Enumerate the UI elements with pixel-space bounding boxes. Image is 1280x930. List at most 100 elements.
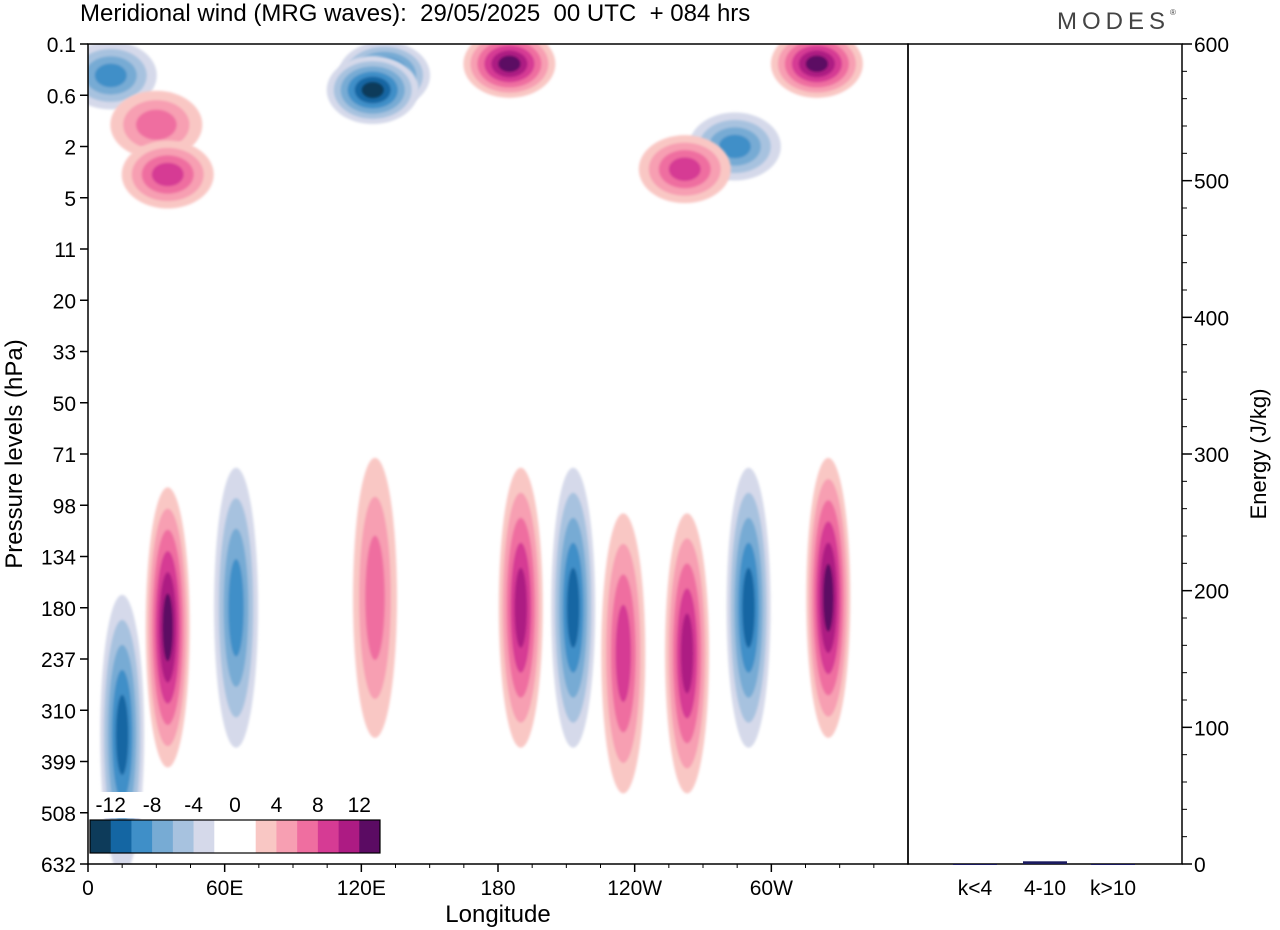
anomaly-contour bbox=[742, 567, 755, 648]
anomaly-contour bbox=[822, 563, 834, 632]
wave-anomaly bbox=[601, 513, 646, 794]
y-tick-label: 0.6 bbox=[47, 85, 76, 108]
y-tick-label: 11 bbox=[54, 239, 76, 262]
energy-x-axis: k<4 4-10 k>10 bbox=[958, 877, 1136, 900]
y-tick-label: 0.1 bbox=[47, 34, 76, 57]
anomaly-contour bbox=[162, 593, 174, 662]
anomaly-contour bbox=[498, 55, 521, 73]
energy-y-tick-label: 0 bbox=[1194, 854, 1206, 877]
wave-anomaly bbox=[88, 44, 157, 110]
energy-x-tick-label: k>10 bbox=[1090, 877, 1136, 900]
y-tick-label: 237 bbox=[41, 649, 76, 672]
colorbar-swatch bbox=[214, 820, 236, 853]
anomaly-contour bbox=[680, 613, 694, 694]
colorbar-swatch bbox=[90, 820, 112, 853]
colorbar-label: -4 bbox=[184, 794, 203, 817]
energy-y-tick-label: 200 bbox=[1194, 581, 1229, 604]
energy-bar bbox=[953, 864, 997, 865]
x-tick-label: 120E bbox=[337, 877, 386, 900]
colorbar-label: 12 bbox=[348, 794, 371, 817]
energy-bars bbox=[953, 861, 1135, 865]
y-tick-label: 20 bbox=[53, 290, 76, 313]
x-tick-label: 180 bbox=[480, 877, 515, 900]
colorbar-swatch bbox=[131, 820, 153, 853]
energy-y-tick-label: 600 bbox=[1194, 34, 1229, 57]
wave-anomaly bbox=[551, 467, 596, 748]
x-tick-label: 0 bbox=[82, 877, 94, 900]
y-tick-label: 310 bbox=[41, 700, 76, 723]
anomaly-contour bbox=[115, 694, 129, 775]
anomaly-contour bbox=[668, 157, 701, 181]
wave-anomaly bbox=[638, 135, 731, 204]
colorbar-swatch bbox=[317, 820, 339, 853]
colorbar-swatch bbox=[152, 820, 174, 853]
anomaly-contour bbox=[566, 567, 580, 648]
energy-bar bbox=[1023, 861, 1067, 864]
wave-anomaly bbox=[498, 467, 543, 748]
wave-anomaly bbox=[726, 467, 771, 748]
colorbar: -12 -8 -4 0 4 8 12 bbox=[89, 792, 381, 854]
colorbar-swatch bbox=[172, 820, 194, 853]
wave-anomaly bbox=[121, 140, 214, 209]
colorbar-swatch bbox=[235, 820, 257, 853]
colorbar-label: 0 bbox=[229, 794, 241, 817]
y-tick-label: 50 bbox=[53, 393, 76, 416]
wave-anomaly bbox=[806, 457, 851, 738]
heatmap-y-axis: 0.1 0.6 2 5 11 20 33 50 71 98 134 180 237 310 399 508 63… bbox=[41, 34, 88, 877]
y-tick-label: 632 bbox=[41, 854, 76, 877]
y-tick-label: 399 bbox=[41, 752, 76, 775]
energy-y-label: Energy (J/kg) bbox=[1246, 389, 1271, 520]
anomaly-contour bbox=[94, 63, 127, 88]
colorbar-label: 4 bbox=[271, 794, 283, 817]
colorbar-label: -8 bbox=[143, 794, 162, 817]
colorbar-swatch bbox=[338, 820, 360, 853]
y-tick-label: 71 bbox=[53, 444, 76, 467]
anomaly-contour bbox=[228, 559, 244, 657]
anomaly-contour bbox=[805, 55, 829, 73]
colorbar-swatch bbox=[276, 820, 298, 853]
y-tick-label: 180 bbox=[41, 598, 76, 621]
energy-y-axis: 0 100 200 300 400 500 600 bbox=[1182, 34, 1229, 877]
x-tick-label: 120W bbox=[607, 877, 662, 900]
wave-anomaly bbox=[326, 56, 419, 125]
y-tick-label: 98 bbox=[53, 495, 76, 518]
wave-anomaly bbox=[353, 457, 397, 738]
energy-x-tick-label: 4-10 bbox=[1024, 877, 1066, 900]
modes-logo: MODES® bbox=[1057, 8, 1176, 35]
colorbar-backdrop bbox=[90, 792, 380, 818]
colorbar-label: 8 bbox=[312, 794, 324, 817]
heatmap-x-axis: 0 60E 120E 180 120W 60W bbox=[82, 864, 875, 900]
colorbar-border bbox=[89, 819, 381, 854]
energy-x-tick-label: k<4 bbox=[958, 877, 993, 900]
anomaly-contour bbox=[151, 162, 184, 187]
x-tick-label: 60E bbox=[206, 877, 243, 900]
chart-title: Meridional wind (MRG waves): 29/05/2025 … bbox=[80, 0, 751, 27]
energy-y-tick-label: 300 bbox=[1194, 444, 1229, 467]
colorbar-swatch bbox=[193, 820, 215, 853]
anomaly-contour bbox=[615, 604, 631, 703]
anomaly-contour bbox=[514, 567, 528, 648]
wave-anomaly bbox=[145, 487, 190, 768]
wave-anomaly bbox=[214, 467, 259, 748]
colorbar-swatch bbox=[255, 820, 277, 853]
y-tick-label: 2 bbox=[64, 137, 76, 160]
colorbar-swatch bbox=[297, 820, 319, 853]
anomaly-contour bbox=[718, 134, 751, 159]
wave-anomaly bbox=[665, 513, 710, 794]
anomaly-contour bbox=[365, 535, 385, 661]
colorbar-label: -12 bbox=[96, 794, 126, 817]
anomaly-contour bbox=[135, 109, 177, 140]
energy-y-tick-label: 500 bbox=[1194, 171, 1229, 194]
y-tick-label: 33 bbox=[53, 342, 76, 365]
y-tick-label: 134 bbox=[41, 547, 76, 570]
energy-y-tick-label: 400 bbox=[1194, 307, 1229, 330]
heatmap-y-label: Pressure levels (hPa) bbox=[1, 339, 28, 568]
energy-frame bbox=[907, 43, 1183, 865]
heatmap-field bbox=[88, 44, 863, 864]
y-tick-label: 508 bbox=[41, 803, 76, 826]
heatmap-x-label: Longitude bbox=[445, 901, 550, 928]
wave-anomaly bbox=[770, 44, 863, 98]
anomaly-contour bbox=[361, 81, 384, 99]
energy-bar bbox=[1091, 864, 1135, 865]
